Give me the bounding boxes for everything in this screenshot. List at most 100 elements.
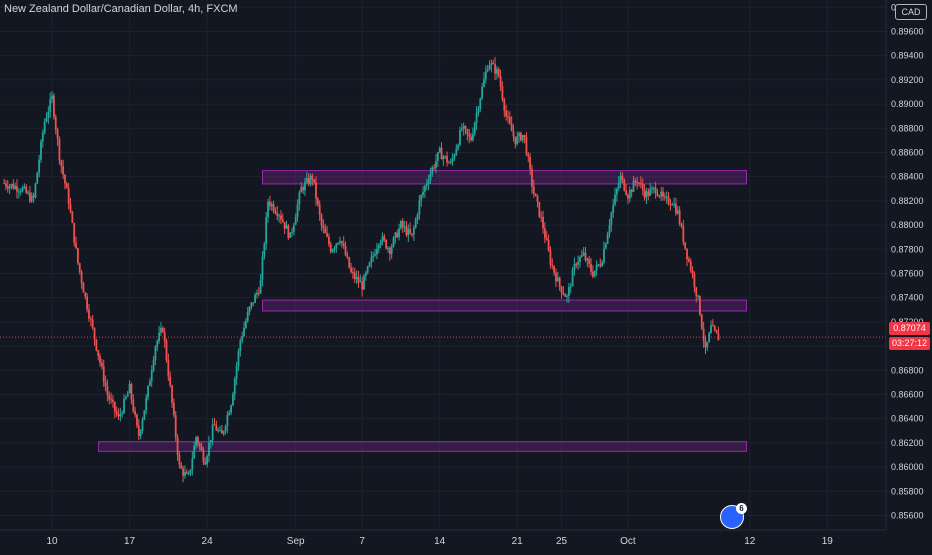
- x-tick-label: Oct: [620, 536, 636, 547]
- candle-body: [64, 174, 66, 184]
- zone-support-mid[interactable]: [261, 299, 747, 312]
- candle-body: [132, 399, 135, 412]
- x-tick-label: 14: [434, 536, 446, 547]
- candle-body: [200, 446, 203, 451]
- candle-body: [163, 331, 166, 341]
- candle-body: [501, 86, 504, 100]
- y-tick-label: 0.88600: [891, 147, 924, 157]
- candle-body: [352, 272, 354, 274]
- candle-body: [99, 356, 101, 363]
- candle-body: [226, 414, 229, 427]
- candle-body: [268, 201, 271, 207]
- candle-body: [208, 442, 210, 456]
- candle-body: [549, 250, 552, 265]
- candle-body: [143, 410, 146, 420]
- candle-body: [128, 383, 131, 394]
- candle-body: [669, 203, 672, 205]
- candle-body: [195, 437, 197, 446]
- candle-body: [71, 211, 74, 223]
- candle-body: [204, 461, 207, 465]
- notification-badge[interactable]: 6: [736, 503, 747, 514]
- candle-body: [256, 292, 258, 295]
- candle-body: [93, 327, 96, 340]
- candle-body: [169, 376, 172, 386]
- candle-body: [91, 319, 94, 328]
- candle-body: [597, 264, 600, 266]
- candle-body: [222, 431, 225, 434]
- candle-body: [60, 160, 63, 167]
- candle-body: [603, 248, 605, 263]
- candle-body: [490, 63, 493, 66]
- candle-body: [248, 306, 251, 313]
- candle-body: [462, 126, 465, 129]
- candle-body: [220, 430, 223, 434]
- candle-body: [636, 181, 639, 183]
- candle-body: [298, 192, 301, 205]
- candle-body: [78, 263, 81, 272]
- candle-body: [497, 68, 500, 77]
- candle-body: [486, 69, 489, 72]
- candle-body: [429, 173, 432, 181]
- candle-body: [376, 248, 378, 255]
- candle-body: [311, 175, 314, 180]
- candle-body: [575, 263, 578, 265]
- candle-body: [505, 110, 508, 117]
- zones-layer: [98, 170, 747, 452]
- zone-support-low[interactable]: [98, 441, 747, 452]
- y-tick-label: 0.89600: [891, 26, 924, 36]
- candle-body: [180, 464, 183, 469]
- candle-body: [667, 196, 670, 204]
- candle-body: [649, 189, 652, 196]
- candle-body: [566, 295, 568, 297]
- candle-body: [102, 366, 105, 383]
- candle-body: [396, 232, 399, 238]
- candle-body: [184, 472, 186, 476]
- price-axis[interactable]: 0.85600 0.85800 0.86000 0.86200 0.86400 0.866…: [891, 2, 924, 520]
- currency-badge[interactable]: CAD: [895, 4, 927, 20]
- candle-body: [17, 191, 20, 193]
- zone-resistance[interactable]: [261, 170, 747, 185]
- candle-body: [553, 265, 556, 273]
- candle-body: [372, 255, 375, 258]
- candle-body: [27, 192, 29, 194]
- candle-body: [678, 210, 681, 224]
- candle-body: [409, 228, 412, 234]
- candle-body: [689, 261, 692, 271]
- candle-body: [292, 224, 295, 232]
- candle-body: [691, 270, 694, 274]
- candle-body: [267, 201, 269, 218]
- y-tick-label: 0.85800: [891, 486, 924, 496]
- candle-body: [100, 362, 103, 367]
- candle-body: [519, 133, 522, 141]
- candle-body: [483, 79, 485, 87]
- candle-body: [652, 187, 655, 189]
- candle-body: [460, 128, 463, 130]
- candle-body: [348, 257, 351, 268]
- candle-body: [342, 243, 345, 246]
- candle-body: [567, 287, 570, 296]
- candle-body: [536, 196, 539, 203]
- y-tick-label: 0.88800: [891, 123, 924, 133]
- x-tick-label: Sep: [287, 536, 305, 547]
- candle-body: [366, 266, 369, 273]
- candle-body: [257, 292, 260, 294]
- candle-body: [368, 262, 371, 267]
- y-tick-label: 0.86600: [891, 389, 924, 399]
- candle-body: [433, 167, 436, 169]
- candle-body: [355, 277, 358, 279]
- candle-body: [390, 246, 393, 255]
- x-tick-label: 10: [46, 536, 58, 547]
- candle-body: [665, 196, 668, 198]
- candle-body: [58, 138, 61, 161]
- candle-body: [250, 302, 253, 307]
- candle-body: [529, 156, 532, 169]
- candle-body: [438, 147, 441, 153]
- candle-body: [401, 220, 404, 227]
- time-axis[interactable]: 10 17 24 Sep 7 14 21 25 Oct 12 19: [46, 536, 833, 547]
- candle-body: [34, 183, 37, 198]
- candle-body: [492, 63, 495, 65]
- candle-body: [80, 271, 83, 283]
- candle-body: [73, 222, 76, 243]
